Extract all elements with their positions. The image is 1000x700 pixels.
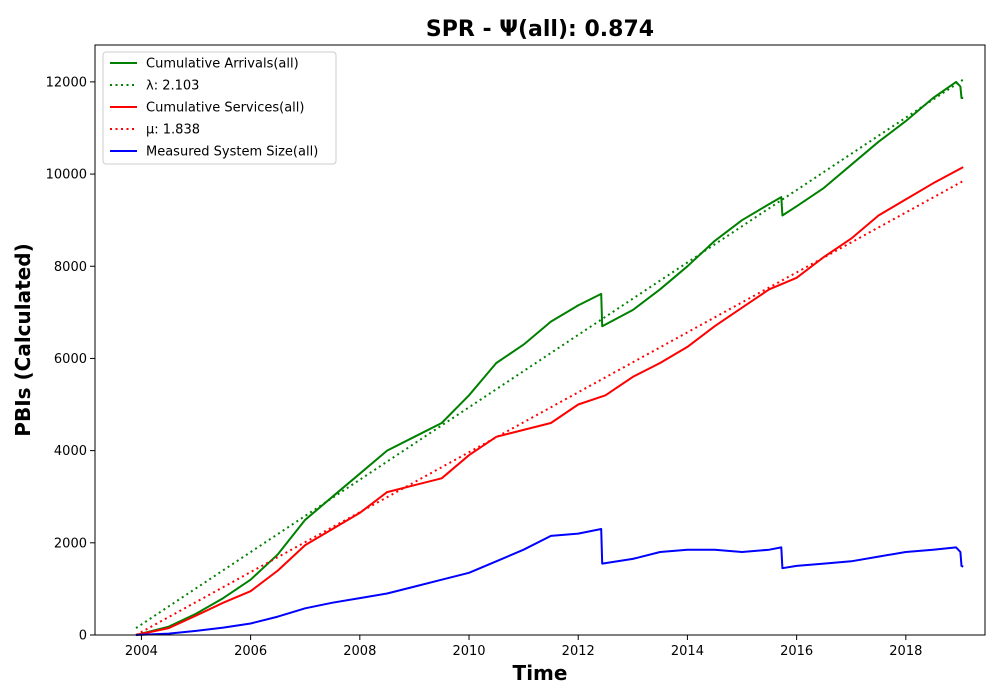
plot-area [135, 78, 964, 636]
series-line-3 [135, 180, 964, 636]
x-tick-label: 2016 [780, 644, 813, 659]
chart-title: SPR - Ψ(all): 0.874 [426, 17, 654, 42]
y-tick-label: 10000 [46, 168, 87, 183]
x-axis: 2004 2006 2008 2010 2012 2014 2016 2018 [125, 635, 922, 659]
legend-label-2: Cumulative Services(all) [146, 101, 304, 116]
legend-label-3: μ: 1.838 [146, 123, 200, 138]
y-tick-label: 6000 [54, 352, 87, 367]
y-tick-label: 2000 [54, 536, 87, 551]
x-axis-label: Time [513, 661, 568, 685]
y-tick-label: 4000 [54, 444, 87, 459]
y-tick-label: 12000 [46, 75, 87, 90]
y-tick-label: 0 [79, 629, 87, 644]
x-tick-label: 2018 [889, 644, 922, 659]
x-tick-label: 2014 [671, 644, 704, 659]
legend-box [102, 51, 337, 165]
x-tick-label: 2006 [234, 644, 267, 659]
series-line-0 [135, 80, 964, 636]
plot-frame [94, 44, 986, 636]
legend-label-4: Measured System Size(all) [146, 145, 318, 160]
series-line-4 [135, 528, 964, 636]
legend: Cumulative Arrivals(all) λ: 2.103 Cumulati… [102, 51, 337, 165]
x-tick-label: 2010 [452, 644, 485, 659]
series-line-1 [135, 78, 964, 629]
x-tick-label: 2012 [562, 644, 595, 659]
legend-label-1: λ: 2.103 [146, 79, 199, 94]
x-tick-label: 2004 [125, 644, 158, 659]
x-tick-label: 2008 [343, 644, 376, 659]
y-axis-label: PBIs (Calculated) [11, 243, 35, 436]
legend-label-0: Cumulative Arrivals(all) [146, 57, 299, 72]
series-line-2 [135, 166, 964, 636]
y-axis: 0 2000 4000 6000 8000 10000 12000 [46, 75, 95, 644]
y-tick-label: 8000 [54, 260, 87, 275]
